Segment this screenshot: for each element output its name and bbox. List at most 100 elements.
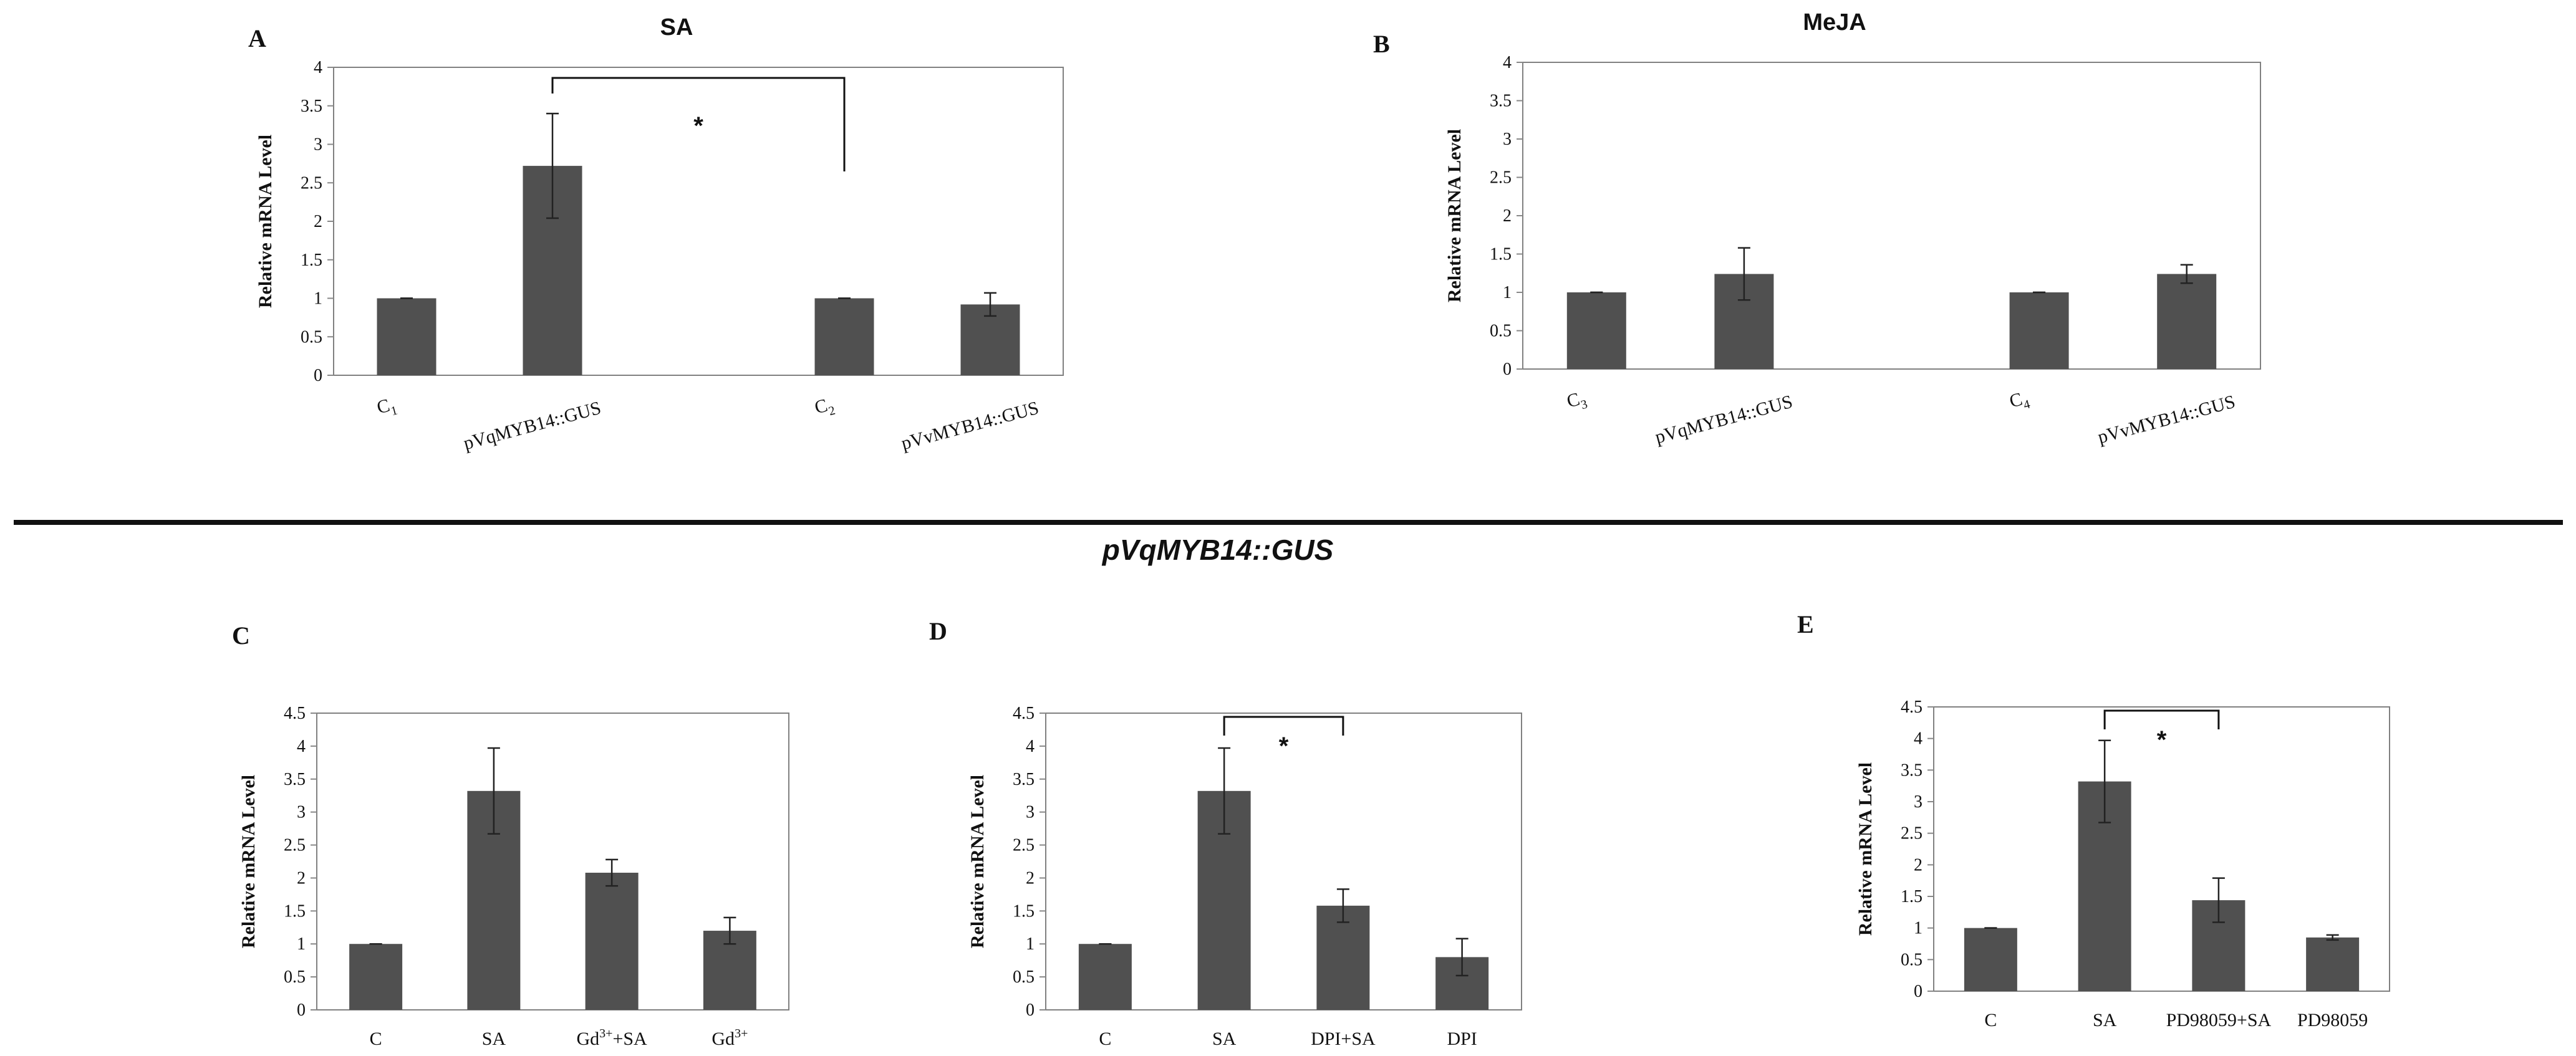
panel-c: C 0 0.5 1 1.5 2 2.5 3 3.5 4 4.5 Relative mRNA Leve… — [232, 622, 789, 1049]
y-tick-label: 0.5 — [1490, 322, 1512, 341]
panel-title-b: MeJA — [1803, 9, 1866, 36]
y-tick-label: 2 — [1026, 868, 1035, 888]
bar — [2306, 937, 2360, 991]
y-tick-label: 2.5 — [284, 836, 306, 855]
panel-b: B MeJA 0 0.5 1 1.5 2 2.5 3 3.5 4 Relative mRNA Le… — [1373, 9, 2261, 448]
category-label: Gd3++SA — [577, 1027, 648, 1049]
y-tick-label: 1.5 — [1901, 887, 1922, 906]
y-tick-label: 4 — [314, 58, 322, 77]
significance-star: * — [1279, 732, 1289, 760]
bar — [1566, 292, 1626, 369]
y-tick-label: 2 — [1914, 855, 1922, 875]
category-label: DPI — [1447, 1029, 1477, 1049]
category-label: SA — [1212, 1029, 1237, 1049]
y-tick-label: 0.5 — [1013, 967, 1035, 987]
y-tick-label: 0 — [1503, 360, 1512, 379]
bar — [377, 298, 437, 375]
y-tick-label: 4.5 — [284, 704, 306, 723]
y-axis-label: Relative mRNA Level — [238, 775, 259, 948]
category-label: SA — [482, 1029, 506, 1049]
bar — [349, 944, 403, 1010]
significance-star: * — [2157, 726, 2167, 754]
y-tick-label: 3 — [297, 803, 306, 822]
category-label: C — [1099, 1029, 1111, 1049]
y-tick-label: 1.5 — [1490, 245, 1512, 264]
y-tick-label: 3.5 — [1490, 92, 1512, 111]
category-label: pVvMYB14::GUS — [2095, 391, 2237, 448]
y-tick-label: 0.5 — [284, 967, 306, 987]
y-tick-label: 1.5 — [1013, 901, 1035, 921]
panel-letter-a: A — [248, 24, 266, 52]
category-label: PD98059 — [2297, 1010, 2368, 1030]
y-tick-label: 1 — [1026, 934, 1035, 954]
category-label: PD98059+SA — [2166, 1010, 2272, 1030]
y-tick-label: 0 — [297, 1001, 306, 1020]
bar — [1964, 928, 2017, 991]
category-label: pVqMYB14::GUS — [461, 398, 604, 454]
plot-frame-e — [1933, 706, 2390, 992]
y-tick-label: 1 — [297, 934, 306, 954]
bar — [585, 872, 639, 1010]
y-tick-label: 0.5 — [1901, 950, 1922, 969]
panel-d: D 0 0.5 1 1.5 2 2.5 3 3.5 4 4.5 Relative mRNA Leve… — [929, 617, 1522, 1049]
bar — [2157, 274, 2217, 369]
y-tick-label: 3.5 — [284, 770, 306, 789]
y-tick-label: 4 — [1914, 729, 1922, 749]
y-tick-label: 3 — [1503, 130, 1512, 149]
category-label: pVqMYB14::GUS — [1653, 391, 1795, 448]
panel-letter-b: B — [1373, 30, 1390, 58]
panel-letter-e: E — [1797, 610, 1814, 638]
y-tick-label: 3.5 — [301, 97, 322, 116]
y-axis-label: Relative mRNA Level — [1444, 129, 1465, 302]
y-tick-label: 3 — [314, 135, 322, 155]
bar — [1078, 944, 1132, 1010]
category-label: C3 — [1565, 387, 1589, 415]
divider-title: pVqMYB14::GUS — [1101, 534, 1334, 566]
category-label: C4 — [2007, 387, 2032, 415]
y-tick-label: 3 — [1026, 803, 1035, 822]
y-axis-label: Relative mRNA Level — [1855, 762, 1876, 936]
panel-title-a: SA — [660, 14, 693, 41]
significance-star: * — [693, 112, 703, 140]
panel-a: A SA 0 0.5 1 1.5 2 2.5 3 3.5 4 Relative mRNA Leve… — [248, 14, 1064, 454]
y-tick-label: 0.5 — [301, 327, 322, 347]
y-tick-label: 4 — [297, 737, 306, 756]
y-tick-label: 3.5 — [1013, 770, 1035, 789]
category-label: C2 — [813, 393, 837, 421]
y-tick-label: 2.5 — [1013, 836, 1035, 855]
y-tick-label: 3.5 — [1901, 761, 1922, 780]
significance-bracket — [1223, 716, 1344, 736]
y-tick-label: 3 — [1914, 792, 1922, 812]
y-tick-label: 2.5 — [1490, 168, 1512, 188]
significance-bracket — [551, 77, 846, 171]
category-label: SA — [2093, 1010, 2117, 1030]
y-tick-label: 0 — [1026, 1001, 1035, 1020]
category-label: C — [1984, 1010, 1997, 1030]
y-tick-label: 2.5 — [1901, 824, 1922, 843]
y-tick-label: 1 — [1503, 283, 1512, 302]
y-tick-label: 1.5 — [301, 251, 322, 270]
plot-frame-d — [1045, 713, 1522, 1010]
bar — [2009, 292, 2069, 369]
plot-frame-c — [316, 713, 789, 1010]
y-tick-label: 2.5 — [301, 173, 322, 193]
bar — [1316, 905, 1370, 1010]
y-tick-label: 4 — [1026, 737, 1035, 756]
y-tick-label: 0 — [314, 366, 322, 385]
significance-bracket — [2103, 709, 2220, 729]
panel-e: E 0 0.5 1 1.5 2 2.5 3 3.5 4 4.5 Relative mRNA Leve… — [1797, 610, 2390, 1030]
category-label: pVvMYB14::GUS — [899, 398, 1041, 454]
y-tick-label: 2 — [297, 868, 306, 888]
y-axis-label: Relative mRNA Level — [255, 135, 276, 308]
y-tick-label: 1 — [1914, 919, 1922, 938]
y-axis-label: Relative mRNA Level — [967, 775, 988, 948]
y-tick-label: 4.5 — [1013, 704, 1035, 723]
bar — [814, 298, 874, 375]
panel-letter-c: C — [232, 622, 250, 650]
y-tick-label: 2 — [314, 212, 322, 231]
y-tick-label: 1.5 — [284, 901, 306, 921]
y-tick-label: 2 — [1503, 206, 1512, 226]
category-label: DPI+SA — [1311, 1029, 1376, 1049]
category-label: C1 — [375, 393, 399, 421]
category-label: Gd3+ — [712, 1027, 748, 1049]
